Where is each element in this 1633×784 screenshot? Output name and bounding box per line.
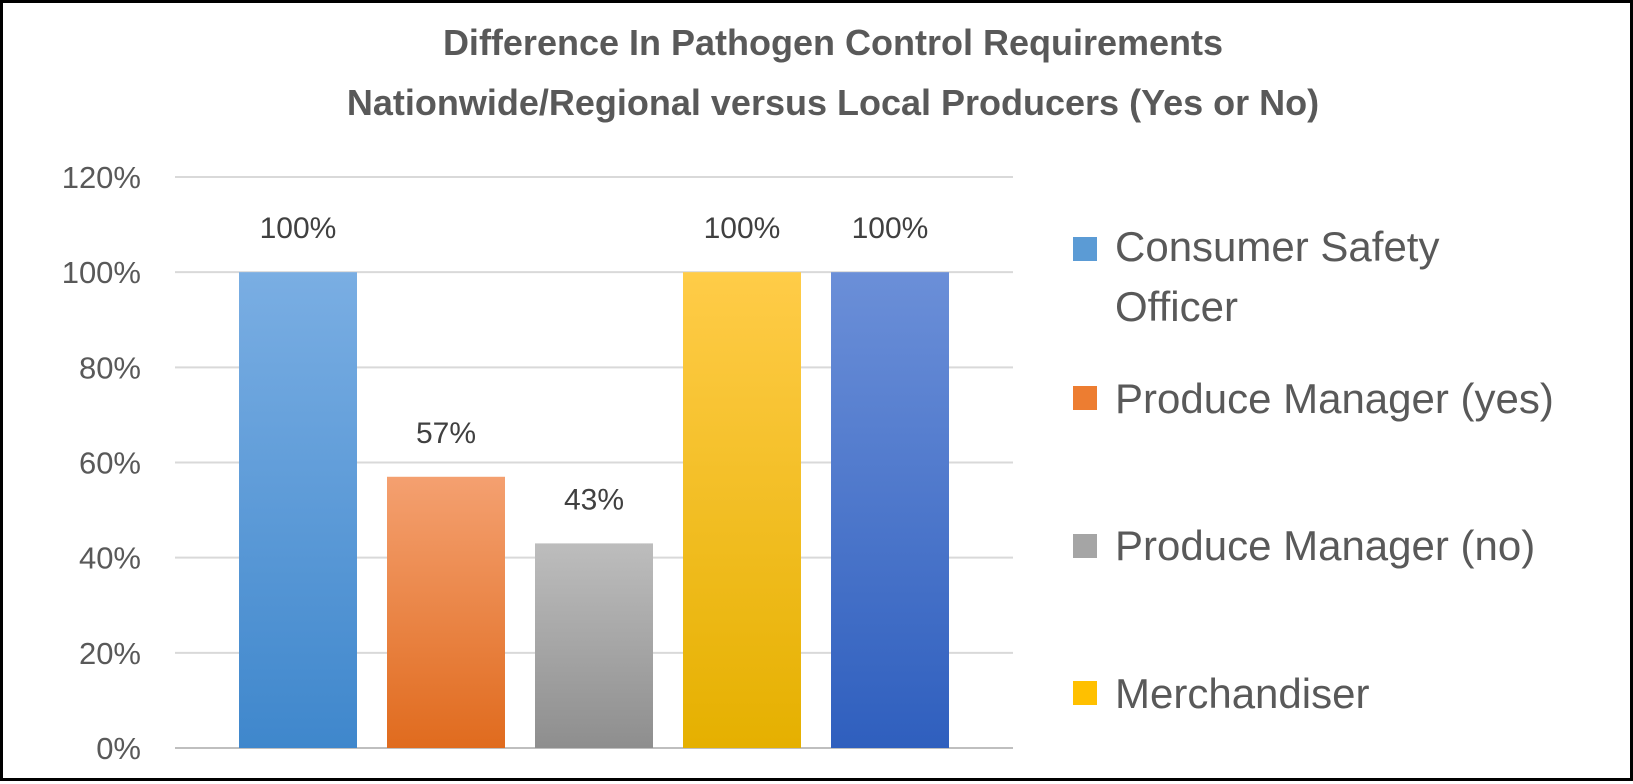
bar [387, 476, 505, 748]
y-tick-label: 40% [79, 541, 141, 576]
legend-item: Consumer Safety Officer [1073, 223, 1439, 330]
y-axis-tick-labels: 0% 20% 40% 60% 80% 100% 120% [62, 160, 141, 766]
chart-title-line: Difference In Pathogen Control Requireme… [443, 22, 1223, 63]
y-tick-label: 0% [96, 731, 141, 766]
legend-label: Officer [1115, 283, 1238, 330]
bar [831, 272, 949, 748]
legend-item: Produce Manager (no) [1073, 522, 1535, 569]
bars [239, 272, 949, 748]
legend-label: Produce Manager (no) [1115, 522, 1535, 569]
data-labels: 100% 57% 43% 100% 100% [260, 212, 929, 516]
data-label: 100% [852, 212, 929, 245]
y-tick-label: 100% [62, 255, 141, 290]
data-label: 100% [704, 212, 781, 245]
data-label: 43% [564, 483, 624, 516]
legend-label: Merchandiser [1115, 670, 1369, 717]
y-tick-label: 60% [79, 446, 141, 481]
chart-title-line: Nationwide/Regional versus Local Produce… [347, 82, 1319, 123]
legend-label: Produce Manager (yes) [1115, 375, 1554, 422]
data-label: 100% [260, 212, 337, 245]
bar [683, 272, 801, 748]
legend-item: Merchandiser [1073, 670, 1369, 717]
chart-title: Difference In Pathogen Control Requireme… [347, 22, 1319, 123]
bar-chart: Difference In Pathogen Control Requireme… [62, 22, 1554, 766]
legend-label: Consumer Safety [1115, 223, 1439, 270]
legend-swatch [1073, 681, 1097, 705]
bar [239, 272, 357, 748]
legend-swatch [1073, 237, 1097, 261]
legend-swatch [1073, 534, 1097, 558]
y-tick-label: 80% [79, 350, 141, 385]
y-tick-label: 120% [62, 160, 141, 195]
bar [535, 543, 653, 748]
legend: Consumer Safety Officer Produce Manager (y… [1073, 223, 1554, 717]
data-label: 57% [416, 417, 476, 450]
legend-item: Produce Manager (yes) [1073, 375, 1554, 422]
legend-swatch [1073, 386, 1097, 410]
y-tick-label: 20% [79, 636, 141, 671]
